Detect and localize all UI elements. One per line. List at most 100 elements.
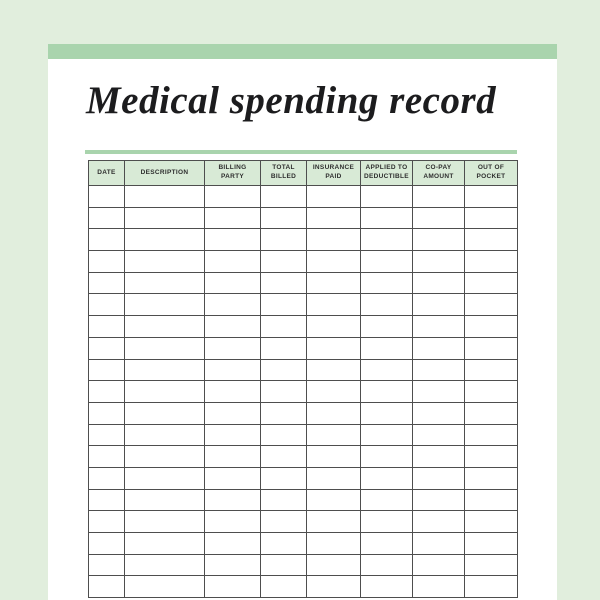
table-cell-empty [88, 466, 125, 490]
column-header-date: DATE [88, 160, 125, 186]
table-cell-empty [360, 250, 413, 273]
table-row [88, 510, 518, 533]
table-row [88, 445, 518, 468]
table-cell-empty [464, 336, 518, 360]
table-cell-empty [464, 206, 518, 230]
table-row [88, 575, 518, 599]
table-cell-empty [464, 185, 518, 208]
table-cell-empty [124, 293, 205, 317]
table-cell-empty [412, 510, 465, 533]
table-cell-empty [360, 423, 413, 447]
table-row [88, 185, 518, 208]
table-row [88, 488, 518, 512]
title-divider [85, 150, 517, 154]
table-cell-empty [360, 315, 413, 338]
table-cell-empty [260, 575, 307, 599]
table-cell-empty [204, 228, 261, 252]
column-header-description: DESCRIPTION [124, 160, 205, 186]
table-cell-empty [260, 423, 307, 447]
table-cell-empty [124, 336, 205, 360]
table-cell-empty [260, 380, 307, 403]
table-cell-empty [360, 445, 413, 468]
table-cell-empty [306, 336, 361, 360]
table-cell-empty [464, 228, 518, 252]
table-row [88, 532, 518, 555]
table-cell-empty [464, 466, 518, 490]
table-cell-empty [204, 401, 261, 425]
table-cell-empty [412, 401, 465, 425]
table-cell-empty [124, 250, 205, 273]
table-cell-empty [204, 358, 261, 382]
table-cell-empty [204, 250, 261, 273]
table-cell-empty [88, 336, 125, 360]
table-cell-empty [412, 206, 465, 230]
table-cell-empty [306, 380, 361, 403]
table-cell-empty [124, 445, 205, 468]
table-cell-empty [124, 315, 205, 338]
table-row [88, 380, 518, 403]
table-cell-empty [260, 532, 307, 555]
column-header-billing-party: BILLING PARTY [204, 160, 261, 186]
table-cell-empty [412, 228, 465, 252]
table-cell-empty [306, 510, 361, 533]
table-cell-empty [204, 575, 261, 599]
table-cell-empty [124, 466, 205, 490]
table-cell-empty [260, 488, 307, 512]
table-cell-empty [88, 488, 125, 512]
table-cell-empty [204, 532, 261, 555]
table-cell-empty [412, 466, 465, 490]
column-header-total-billed: TOTAL BILLED [260, 160, 307, 186]
table-cell-empty [88, 315, 125, 338]
table-cell-empty [306, 185, 361, 208]
spending-table: DATE DESCRIPTION BILLING PARTY TOTAL BIL… [88, 160, 518, 599]
table-cell-empty [360, 228, 413, 252]
table-cell-empty [306, 575, 361, 599]
table-row [88, 228, 518, 252]
table-cell-empty [124, 380, 205, 403]
table-cell-empty [464, 293, 518, 317]
table-cell-empty [360, 206, 413, 230]
table-cell-empty [260, 250, 307, 273]
table-cell-empty [306, 553, 361, 577]
table-cell-empty [88, 401, 125, 425]
table-cell-empty [464, 315, 518, 338]
table-cell-empty [306, 271, 361, 295]
table-cell-empty [260, 185, 307, 208]
document-page: Medical spending record DATE DESCRIPTION… [48, 44, 557, 600]
table-cell-empty [306, 293, 361, 317]
table-cell-empty [412, 488, 465, 512]
table-cell-empty [306, 315, 361, 338]
table-cell-empty [464, 380, 518, 403]
table-cell-empty [88, 445, 125, 468]
table-cell-empty [464, 250, 518, 273]
table-cell-empty [88, 510, 125, 533]
table-cell-empty [412, 336, 465, 360]
table-cell-empty [464, 271, 518, 295]
table-cell-empty [124, 358, 205, 382]
table-cell-empty [204, 445, 261, 468]
table-cell-empty [412, 532, 465, 555]
table-cell-empty [360, 466, 413, 490]
table-cell-empty [412, 358, 465, 382]
table-cell-empty [260, 315, 307, 338]
table-cell-empty [260, 358, 307, 382]
table-cell-empty [360, 510, 413, 533]
table-body [88, 185, 518, 599]
column-header-co-pay-amount: CO-PAY AMOUNT [412, 160, 465, 186]
table-cell-empty [204, 466, 261, 490]
table-cell-empty [306, 250, 361, 273]
table-row [88, 466, 518, 490]
table-row [88, 336, 518, 360]
table-cell-empty [124, 575, 205, 599]
table-cell-empty [124, 488, 205, 512]
table-cell-empty [360, 271, 413, 295]
table-cell-empty [412, 250, 465, 273]
table-cell-empty [412, 575, 465, 599]
column-header-applied-to-deductible: APPLIED TO DEDUCTIBLE [360, 160, 413, 186]
table-cell-empty [88, 250, 125, 273]
table-cell-empty [360, 575, 413, 599]
table-cell-empty [88, 358, 125, 382]
table-cell-empty [360, 358, 413, 382]
table-cell-empty [260, 228, 307, 252]
